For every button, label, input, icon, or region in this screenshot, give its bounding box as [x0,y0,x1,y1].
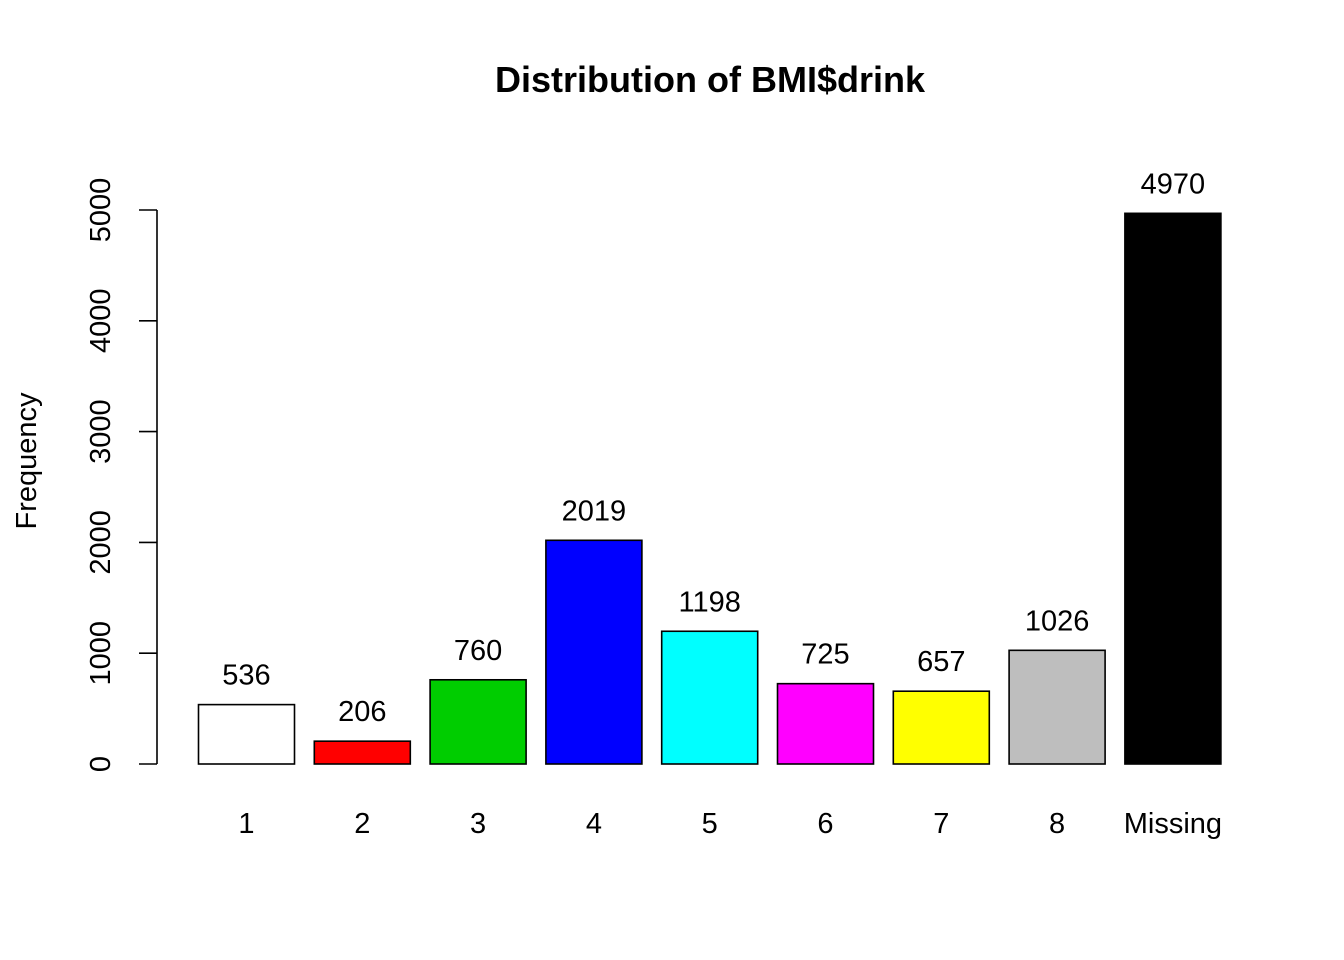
bar-missing [1124,212,1222,765]
y-axis-title: Frequency [11,392,43,530]
bar-8 [1008,649,1106,765]
y-tick-label: 4000 [85,289,117,354]
bar-7 [892,690,991,765]
bars-group [197,212,1222,765]
x-category-label: 8 [1049,808,1065,840]
x-category-label: 3 [470,808,486,840]
data-label: 206 [338,696,386,728]
data-label: 2019 [562,495,627,527]
y-tick-label: 0 [85,756,117,772]
x-category-label: 5 [702,808,718,840]
data-label: 760 [454,635,502,667]
chart-title: Distribution of BMI$drink [495,59,926,100]
category-labels-group: 1 2 3 4 5 6 7 8 Missing [238,808,1222,840]
bar-5 [660,630,759,765]
x-category-label: 4 [586,808,602,840]
y-axis: 0 1000 2000 3000 4000 5000 [85,178,158,772]
bar-3 [429,678,527,765]
x-category-label: 2 [354,808,370,840]
x-category-label: Missing [1124,808,1222,840]
data-labels-group: 536 206 760 2019 1198 725 657 1026 4970 [222,168,1205,728]
y-tick-label: 5000 [85,178,117,243]
data-label: 725 [801,639,849,671]
y-tick-label: 1000 [85,621,117,686]
y-tick-label: 2000 [85,510,117,575]
x-category-label: 1 [238,808,254,840]
x-category-label: 7 [933,808,949,840]
bar-6 [776,682,875,765]
x-category-label: 6 [817,808,833,840]
data-label: 536 [222,660,270,692]
data-label: 657 [917,646,965,678]
bar-1 [197,703,296,765]
data-label: 4970 [1141,168,1206,200]
bar-4 [545,539,643,765]
data-label: 1198 [679,586,741,618]
data-label: 1026 [1025,605,1090,637]
y-tick-label: 3000 [85,399,117,464]
bar-2 [313,740,412,765]
